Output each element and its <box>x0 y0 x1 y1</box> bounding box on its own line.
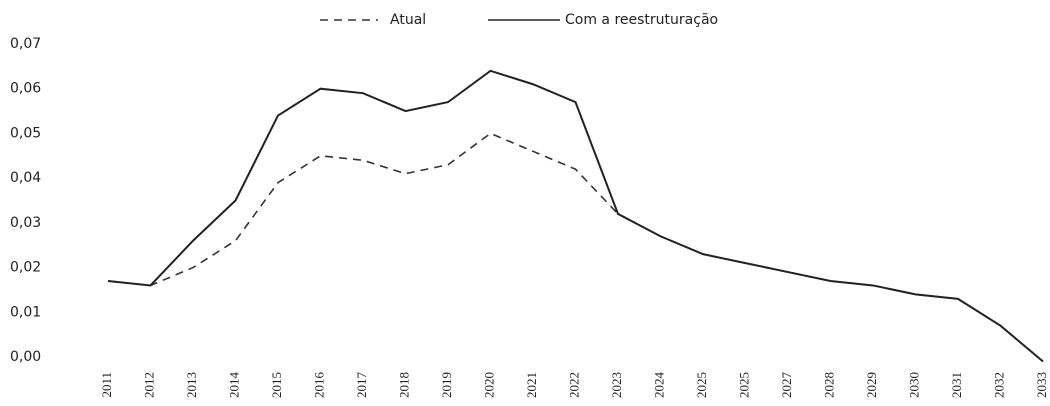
y-tick-label: 0,07 <box>10 36 41 52</box>
x-tick-label: 2012 <box>141 372 156 398</box>
x-tick-label: 2023 <box>609 372 624 398</box>
y-tick-label: 0,03 <box>10 215 41 231</box>
y-tick-label: 0,06 <box>10 81 41 97</box>
x-tick-label: 2016 <box>311 372 326 399</box>
x-tick-label: 2030 <box>906 372 921 398</box>
y-tick-label: 0,01 <box>10 304 41 320</box>
x-tick-label: 2014 <box>226 372 241 399</box>
x-tick-label: 2015 <box>269 372 284 398</box>
x-tick-label: 2033 <box>1034 372 1049 398</box>
y-tick-label: 0,02 <box>10 260 41 276</box>
x-tick-label: 2021 <box>524 372 539 398</box>
legend-label: Com a reestruturação <box>565 12 718 28</box>
x-tick-label: 2025 <box>736 372 751 398</box>
legend-label: Atual <box>390 12 426 28</box>
y-tick-label: 0,00 <box>10 349 41 365</box>
line <box>107 132 1044 363</box>
x-tick-label: 2018 <box>396 372 411 398</box>
x-tick-label: 2017 <box>354 372 369 399</box>
x-tick-label: 2031 <box>949 372 964 398</box>
x-tick-label: 2022 <box>566 372 581 398</box>
x-tick-label: 2013 <box>184 372 199 398</box>
x-tick-label: 2032 <box>991 372 1006 398</box>
x-tick-label: 2028 <box>821 372 836 398</box>
x-tick-label: 2027 <box>779 372 794 399</box>
y-tick-label: 0,04 <box>10 170 41 186</box>
x-tick-label: 2024 <box>651 372 666 399</box>
line <box>107 69 1044 363</box>
x-tick-label: 2025 <box>694 372 709 398</box>
x-tick-label: 2029 <box>864 372 879 398</box>
x-tick-label: 2011 <box>99 372 114 398</box>
x-tick-label: 2020 <box>481 372 496 398</box>
x-tick-label: 2019 <box>439 372 454 398</box>
y-tick-label: 0,05 <box>10 125 41 141</box>
